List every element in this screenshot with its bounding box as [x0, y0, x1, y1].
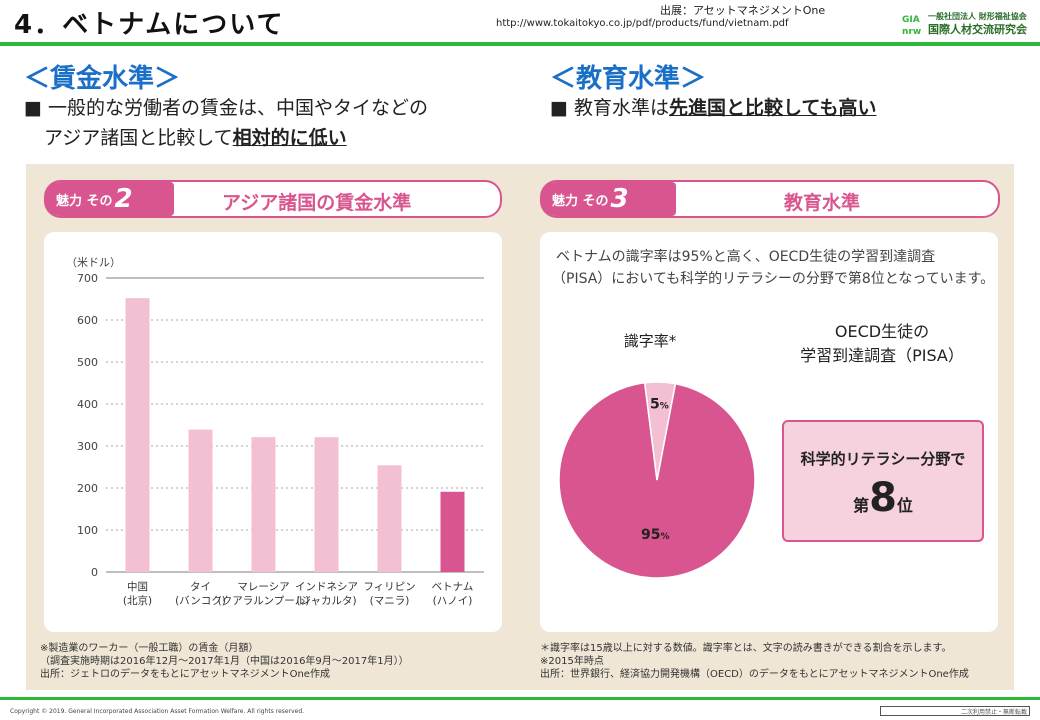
y-tick-label: 0 — [91, 566, 98, 579]
pie-slice — [643, 381, 677, 481]
footer-divider — [0, 697, 1040, 700]
svg-text:GIA: GIA — [902, 15, 920, 25]
y-tick-label: 300 — [77, 440, 98, 453]
x-tick-label: ベトナム — [432, 581, 474, 593]
x-tick-label: マレーシア — [237, 581, 289, 593]
wage-note-1: ※製造業のワーカー（一般工職）の賃金（月額） — [40, 643, 259, 654]
education-banner-title: 教育水準 — [784, 192, 861, 214]
education-badge-number: 3 — [610, 184, 629, 214]
pisa-rank-box: 科学的リテラシー分野で 第8位 — [782, 420, 984, 542]
footer-notice-box: 二次利用禁止・無断転載 — [880, 706, 1030, 716]
page-title: 4．ベトナムについて — [14, 10, 285, 40]
bar — [377, 465, 402, 572]
education-notes: ＊識字率は15歳以上に対する数値。識字率とは、文字の読み書きができる割合を示しま… — [540, 642, 969, 681]
bar — [251, 437, 276, 572]
x-tick-label: (バンコク) — [175, 595, 226, 607]
literacy-pie-title: 識字率* — [623, 332, 677, 350]
pisa-rank-prefix: 第 — [853, 496, 870, 515]
wage-bullet-line1: ■ 一般的な労働者の賃金は、中国やタイなどの — [24, 97, 428, 119]
oecd-title-line2: 学習到達調査（PISA） — [800, 346, 964, 365]
x-tick-label: (北京) — [123, 594, 152, 607]
education-bullet-emphasis: 先進国と比較しても高い — [669, 97, 877, 119]
x-tick-label: (ジャカルタ) — [296, 595, 356, 607]
x-tick-label: タイ — [190, 581, 211, 593]
bar — [125, 298, 150, 572]
wage-banner-title: アジア諸国の賃金水準 — [222, 192, 412, 214]
wage-heading: ＜賃金水準＞ — [24, 64, 181, 94]
wage-bullet-prefix: アジア諸国と比較して — [44, 127, 233, 149]
header-divider — [0, 42, 1040, 46]
x-tick-label: (ハノイ) — [433, 595, 473, 607]
education-note-2: ※2015年時点 — [540, 656, 604, 667]
wage-notes: ※製造業のワーカー（一般工職）の賃金（月額） （調査実施時期は2016年12月〜… — [40, 642, 409, 681]
wage-bullet-emphasis: 相対的に低い — [232, 127, 347, 149]
source-url[interactable]: http://www.tokaitokyo.co.jp/pdf/products… — [496, 18, 789, 29]
wage-badge-text: 魅力 その — [56, 193, 113, 209]
svg-text:nrw: nrw — [902, 27, 921, 37]
wage-bullet-line2: アジア諸国と比較して相対的に低い — [44, 124, 347, 152]
education-text-line1: ベトナムの識字率は95%と高く、OECD生徒の学習到達調査 — [556, 249, 936, 265]
y-tick-label: 700 — [77, 272, 98, 285]
y-tick-label: 600 — [77, 314, 98, 327]
y-tick-label: 100 — [77, 524, 98, 537]
pisa-rank-suffix: 位 — [896, 496, 913, 515]
y-tick-label: 500 — [77, 356, 98, 369]
x-tick-label: (クアラルンプール) — [218, 595, 310, 607]
logo-icon: GIA nrw — [902, 15, 921, 37]
pisa-rank-value: 第8位 — [784, 475, 982, 521]
education-badge: 魅力 その 3 — [540, 182, 676, 216]
source-label: 出展：アセットマネジメントOne — [660, 4, 826, 17]
bar — [314, 437, 339, 572]
copyright-text: Copyright © 2019. General Incorporated A… — [10, 708, 305, 715]
pisa-rank-label: 科学的リテラシー分野で — [800, 450, 966, 468]
wage-badge: 魅力 その 2 — [44, 182, 174, 216]
wage-bar-chart: （米ドル） 0 100 200 300 400 500 600 700 中国(北京) タイ (バン… — [66, 256, 484, 607]
wage-note-3: 出所：ジェトロのデータをもとにアセットマネジメントOne作成 — [40, 669, 330, 680]
pisa-rank-number: 8 — [869, 475, 897, 521]
education-bullet: ■ 教育水準は先進国と比較しても高い — [550, 94, 876, 122]
x-tick-label: 中国 — [127, 580, 148, 593]
education-note-1: ＊識字率は15歳以上に対する数値。識字率とは、文字の読み書きができる割合を示しま… — [540, 643, 952, 654]
y-tick-label: 200 — [77, 482, 98, 495]
y-axis-unit: （米ドル） — [66, 256, 121, 269]
education-badge-text: 魅力 その — [552, 193, 609, 209]
education-text-line2: （PISA）においても科学的リテラシーの分野で第8位となっています。 — [552, 271, 995, 287]
wage-badge-number: 2 — [114, 184, 133, 214]
logo-org-name: 国際人材交流研究会 — [928, 23, 1027, 36]
education-bullet-prefix: ■ 教育水準は — [550, 97, 669, 119]
x-tick-label: インドネシア — [295, 581, 358, 593]
pie-slice — [558, 381, 756, 579]
x-tick-label: フィリピン — [363, 581, 415, 593]
literacy-pie-chart: 95%5% — [558, 381, 756, 579]
logo-org-type: 一般社団法人 財形福祉協会 — [928, 12, 1027, 21]
education-heading: ＜教育水準＞ — [550, 64, 707, 94]
oecd-title-line1: OECD生徒の — [834, 322, 930, 341]
y-tick-label: 400 — [77, 398, 98, 411]
education-note-3: 出所：世界銀行、経済協力開発機構（OECD）のデータをもとにアセットマネジメント… — [540, 669, 969, 680]
wage-note-2: （調査実施時期は2016年12月〜2017年1月（中国は2016年9月〜2017… — [40, 656, 409, 667]
x-tick-label: (マニラ) — [370, 595, 410, 607]
bar — [440, 491, 465, 572]
bar — [188, 429, 213, 572]
